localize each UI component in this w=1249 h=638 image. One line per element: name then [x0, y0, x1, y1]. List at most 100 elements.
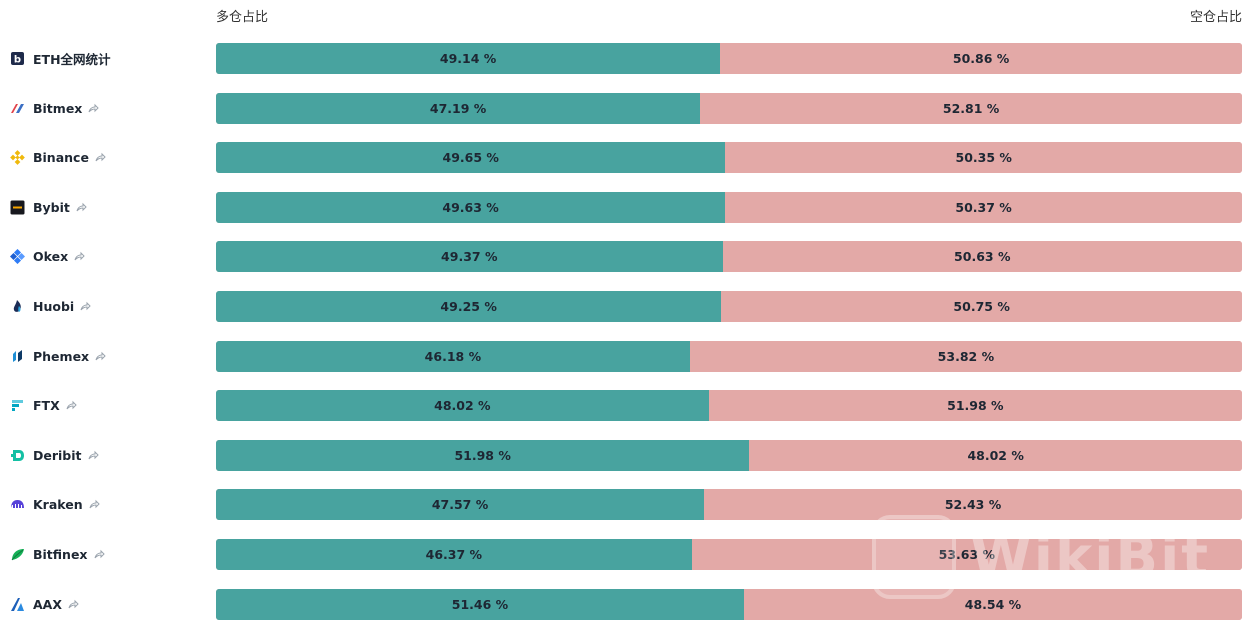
short-ratio-fill — [721, 290, 1242, 322]
exchange-row: b ETH全网统计 49.14 % 50.86 % — [0, 43, 1249, 74]
long-ratio-fill — [216, 538, 692, 570]
long-short-ratio-bar: 51.46 % 48.54 % — [216, 588, 1242, 620]
long-short-ratio-bar: 47.19 % 52.81 % — [216, 92, 1242, 124]
eth-aggregate-icon: b — [10, 51, 25, 66]
long-short-ratio-bar: 49.63 % 50.37 % — [216, 191, 1242, 223]
long-short-ratio-bar: 46.18 % 53.82 % — [216, 340, 1242, 372]
exchange-label[interactable]: Huobi — [10, 291, 91, 322]
short-ratio-fill — [725, 191, 1242, 223]
exchange-row: Bitfinex 46.37 % 53.63 % — [0, 538, 1249, 570]
long-ratio-fill — [216, 142, 726, 174]
exchange-label[interactable]: Bitfinex — [10, 539, 105, 570]
exchange-row: Bybit 49.63 % 50.37 % — [0, 191, 1249, 223]
short-ratio-fill — [704, 489, 1242, 521]
exchange-name[interactable]: AAX — [33, 596, 62, 612]
aax-icon — [10, 597, 25, 612]
exchange-name[interactable]: Deribit — [33, 447, 82, 463]
short-ratio-header: 空仓占比 — [1189, 10, 1242, 25]
phemex-icon — [10, 349, 25, 364]
share-icon[interactable] — [74, 251, 85, 262]
short-ratio-fill — [689, 340, 1242, 372]
long-ratio-fill — [216, 43, 721, 74]
kraken-icon — [10, 497, 25, 512]
exchange-label[interactable]: Okex — [10, 241, 85, 272]
exchange-name[interactable]: FTX — [33, 398, 60, 414]
exchange-label[interactable]: FTX — [10, 390, 77, 421]
short-ratio-fill — [691, 538, 1242, 570]
bybit-icon — [10, 200, 25, 215]
long-ratio-value: 49.25 % — [440, 298, 497, 314]
exchange-name[interactable]: Bitmex — [33, 100, 83, 116]
short-ratio-value: 50.35 % — [955, 150, 1012, 166]
exchange-label[interactable]: Bybit — [10, 192, 87, 223]
exchange-row: Okex 49.37 % 50.63 % — [0, 241, 1249, 273]
short-ratio-fill — [749, 439, 1242, 471]
exchange-label[interactable]: Deribit — [10, 440, 99, 471]
exchange-label[interactable]: b ETH全网统计 — [10, 43, 111, 74]
short-ratio-fill — [722, 241, 1242, 273]
exchange-name[interactable]: Phemex — [33, 348, 90, 364]
short-ratio-value: 53.82 % — [937, 348, 995, 364]
short-ratio-value: 50.86 % — [952, 51, 1010, 66]
exchange-name[interactable]: Binance — [33, 150, 89, 166]
share-icon[interactable] — [68, 599, 79, 610]
exchange-row: Binance 49.65 % 50.35 % — [0, 142, 1249, 174]
long-ratio-value: 49.37 % — [441, 249, 498, 265]
long-ratio-value: 48.02 % — [434, 398, 491, 414]
short-ratio-value: 51.98 % — [947, 398, 1004, 414]
short-ratio-fill — [725, 142, 1242, 174]
deribit-icon — [10, 448, 25, 463]
long-ratio-header: 多仓占比 — [216, 10, 269, 25]
long-short-ratio-bar: 49.14 % 50.86 % — [216, 43, 1242, 74]
exchange-row: AAX 51.46 % 48.54 % — [0, 588, 1249, 620]
short-ratio-fill — [708, 390, 1242, 422]
long-short-ratio-bar: 51.98 % 48.02 % — [216, 439, 1242, 471]
ftx-icon — [10, 398, 25, 413]
share-icon[interactable] — [94, 549, 105, 560]
exchange-name[interactable]: Bybit — [33, 199, 70, 215]
exchange-name[interactable]: Bitfinex — [33, 546, 88, 562]
share-icon[interactable] — [66, 400, 77, 411]
bitmex-icon — [10, 101, 25, 116]
long-ratio-value: 51.98 % — [454, 447, 511, 463]
exchange-name[interactable]: ETH全网统计 — [33, 52, 111, 67]
long-ratio-fill — [216, 340, 690, 372]
exchange-name[interactable]: Huobi — [33, 298, 75, 314]
long-ratio-fill — [216, 241, 723, 273]
long-ratio-fill — [216, 390, 709, 422]
huobi-icon — [10, 299, 25, 314]
exchange-row: Huobi 49.25 % 50.75 % — [0, 290, 1249, 322]
exchange-row: Kraken 47.57 % 52.43 % — [0, 489, 1249, 521]
short-ratio-value: 52.81 % — [942, 100, 1000, 116]
long-ratio-fill — [216, 290, 722, 322]
short-ratio-fill — [720, 43, 1242, 74]
exchange-row: Phemex 46.18 % 53.82 % — [0, 340, 1249, 372]
share-icon[interactable] — [76, 202, 87, 213]
long-ratio-value: 47.19 % — [429, 100, 487, 116]
short-ratio-value: 50.75 % — [953, 298, 1010, 314]
exchange-name[interactable]: Okex — [33, 249, 69, 265]
share-icon[interactable] — [95, 152, 106, 163]
long-ratio-value: 47.57 % — [431, 497, 489, 513]
share-icon[interactable] — [80, 301, 91, 312]
exchange-label[interactable]: Binance — [10, 142, 106, 173]
bitfinex-icon — [10, 547, 25, 562]
exchange-label[interactable]: Kraken — [10, 489, 100, 520]
long-ratio-value: 51.46 % — [451, 596, 509, 612]
exchange-label[interactable]: Phemex — [10, 341, 106, 372]
short-ratio-value: 48.54 % — [964, 596, 1022, 612]
share-icon[interactable] — [89, 499, 100, 510]
share-icon[interactable] — [88, 450, 99, 461]
long-short-ratio-bar: 46.37 % 53.63 % — [216, 538, 1242, 570]
long-short-ratio-bar: 49.25 % 50.75 % — [216, 290, 1242, 322]
long-ratio-fill — [216, 92, 701, 124]
exchange-label[interactable]: AAX — [10, 589, 79, 620]
long-ratio-fill — [216, 439, 750, 471]
exchange-label[interactable]: Bitmex — [10, 93, 100, 124]
share-icon[interactable] — [88, 103, 100, 114]
share-icon[interactable] — [95, 351, 106, 362]
svg-text:b: b — [14, 55, 21, 66]
long-ratio-value: 49.14 % — [439, 51, 497, 66]
exchange-row: Deribit 51.98 % 48.02 % — [0, 439, 1249, 471]
exchange-name[interactable]: Kraken — [33, 497, 83, 513]
